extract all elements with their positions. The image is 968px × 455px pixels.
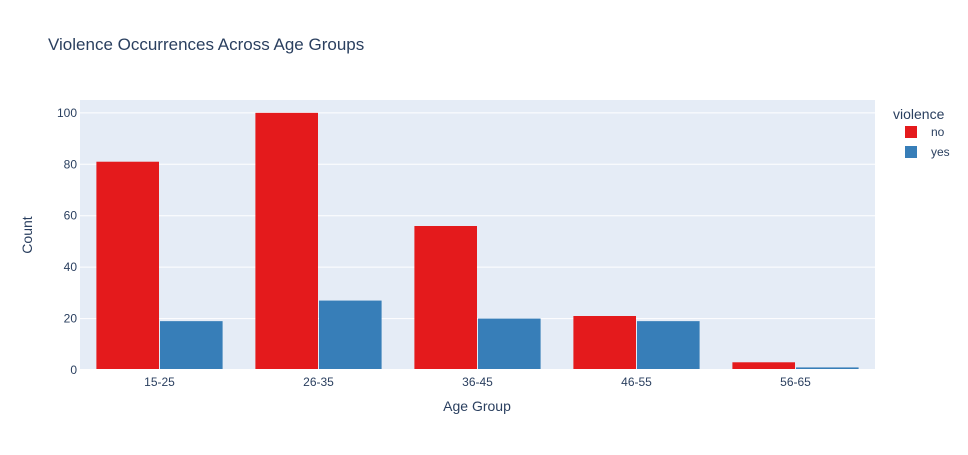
bar-yes-46-55[interactable] xyxy=(637,321,700,370)
x-tick-label: 36-45 xyxy=(462,375,493,389)
bar-yes-15-25[interactable] xyxy=(160,321,223,370)
bars xyxy=(80,112,875,371)
y-tick-label: 20 xyxy=(64,312,78,326)
legend-item-no[interactable]: no xyxy=(905,125,945,139)
legend-swatch xyxy=(905,146,917,158)
bar-yes-56-65[interactable] xyxy=(796,367,859,370)
y-tick-label: 100 xyxy=(57,106,77,120)
x-axis-title: Age Group xyxy=(443,398,511,414)
legend-title: violence xyxy=(893,106,945,122)
gridlines xyxy=(80,112,875,320)
bar-no-56-65[interactable] xyxy=(732,362,795,370)
legend-swatch xyxy=(905,126,917,138)
x-tick-label: 46-55 xyxy=(621,375,652,389)
legend[interactable]: violence no yes xyxy=(893,106,950,159)
legend-label: no xyxy=(931,125,945,139)
legend-item-yes[interactable]: yes xyxy=(905,145,950,159)
x-axis-ticks: 15-25 26-35 36-45 46-55 56-65 xyxy=(144,375,811,389)
y-axis-title: Count xyxy=(19,216,35,253)
bar-yes-26-35[interactable] xyxy=(319,300,382,370)
bar-no-46-55[interactable] xyxy=(573,316,636,370)
bar-no-26-35[interactable] xyxy=(255,112,318,370)
bar-no-15-25[interactable] xyxy=(96,161,159,370)
y-axis-ticks: 0 20 40 60 80 100 xyxy=(57,106,77,377)
bar-no-36-45[interactable] xyxy=(414,226,477,370)
chart-title: Violence Occurrences Across Age Groups xyxy=(48,35,364,54)
x-tick-label: 15-25 xyxy=(144,375,175,389)
y-tick-label: 0 xyxy=(70,363,77,377)
y-tick-label: 80 xyxy=(64,157,78,171)
x-tick-label: 26-35 xyxy=(303,375,334,389)
y-tick-label: 40 xyxy=(64,260,78,274)
x-tick-label: 56-65 xyxy=(780,375,811,389)
legend-label: yes xyxy=(931,145,950,159)
y-tick-label: 60 xyxy=(64,209,78,223)
bar-yes-36-45[interactable] xyxy=(478,318,541,370)
